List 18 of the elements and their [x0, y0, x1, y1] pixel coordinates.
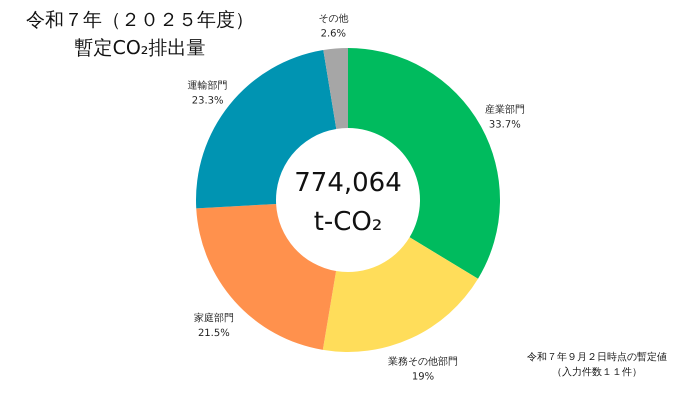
text: （入力件数１１件）	[552, 366, 642, 378]
data-label: 33.7%	[488, 120, 521, 131]
slice-label: 運輸部門	[188, 79, 228, 92]
slice-label: 業務その他部門	[388, 356, 458, 368]
text: 774,064	[294, 168, 402, 198]
text: 令和７年９月２日時点の暫定値	[527, 351, 667, 363]
data-label: 21.5%	[198, 328, 230, 339]
text: 暫定CO₂排出量	[74, 37, 206, 59]
data-label: 19%	[412, 372, 434, 383]
slice-label: 産業部門	[484, 104, 525, 116]
donut-slice	[323, 48, 348, 129]
slice-label: 家庭部門	[194, 312, 234, 324]
chart-title: 令和７年（２０２５年度）	[26, 9, 254, 31]
text: t-CO₂	[314, 207, 382, 237]
slice-label: その他	[318, 12, 348, 25]
data-label: 2.6%	[320, 28, 346, 40]
data-label: 23.3%	[192, 95, 224, 106]
donut-slice	[322, 237, 478, 352]
